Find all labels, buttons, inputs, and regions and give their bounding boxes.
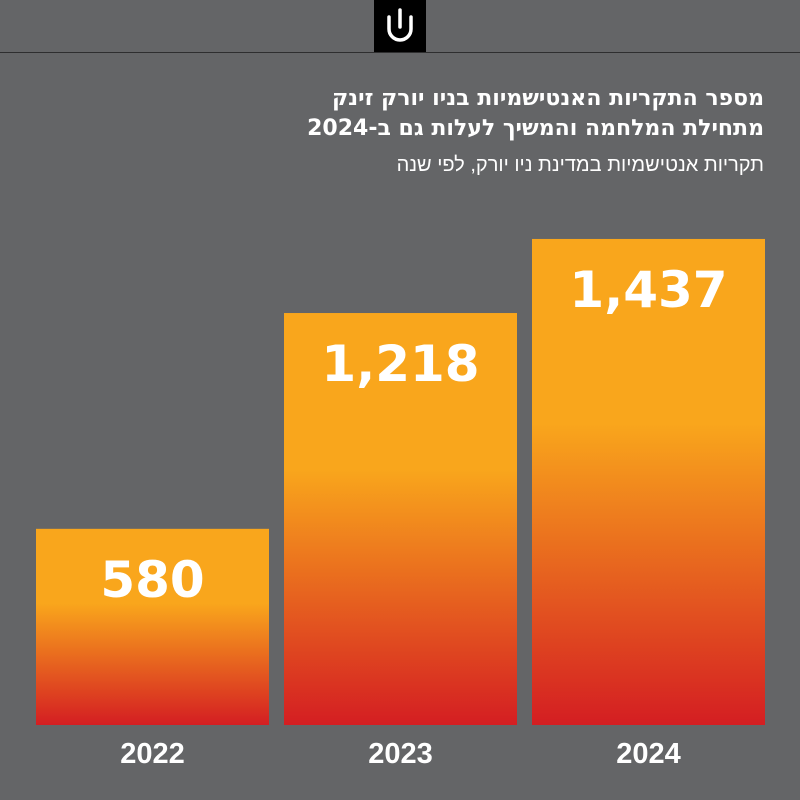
bar-2023 — [284, 313, 517, 725]
value-label-2022: 580 — [100, 551, 204, 609]
category-label-2022: 2022 — [120, 738, 185, 770]
chart-subtitle: תקריות אנטישמיות במדינת ניו יורק, לפי שנ… — [396, 154, 764, 176]
chart-header: מספר התקריות האנטישמיות בניו יורק זינק מ… — [64, 84, 764, 178]
logo-icon — [387, 8, 413, 42]
bar-2022 — [36, 528, 269, 725]
chart-title: מספר התקריות האנטישמיות בניו יורק זינק מ… — [64, 84, 764, 144]
value-label-2023: 1,218 — [321, 335, 479, 393]
bar-2024 — [532, 238, 765, 726]
top-strip — [0, 0, 800, 53]
category-label-2023: 2023 — [368, 738, 433, 770]
value-label-2024: 1,437 — [569, 261, 727, 319]
chart-title-line: מתחילת המלחמה והמשיך לעלות גם ב-2024 — [307, 116, 764, 141]
category-label-2024: 2024 — [616, 738, 681, 770]
chart-title-line: מספר התקריות האנטישמיות בניו יורק זינק — [331, 86, 764, 111]
logo — [374, 0, 426, 52]
